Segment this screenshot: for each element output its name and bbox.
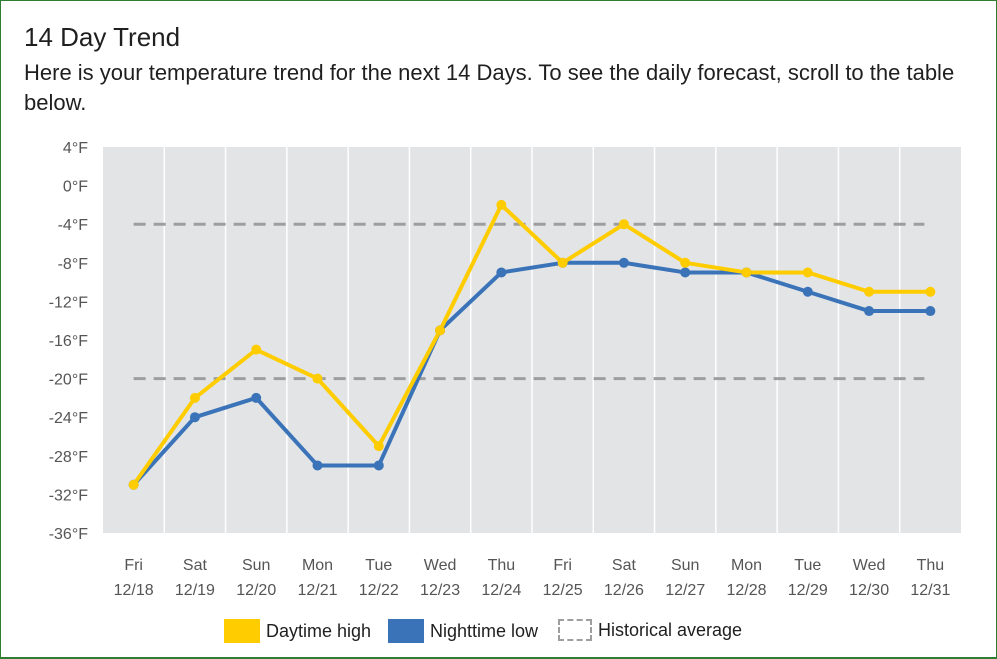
point-nighttime-low (618, 257, 629, 268)
legend-swatch-low (388, 619, 424, 643)
point-daytime-high (864, 286, 875, 297)
x-tick-date: 12/19 (175, 582, 215, 599)
x-tick-date: 12/23 (420, 582, 460, 599)
x-tick-date: 12/28 (726, 582, 766, 599)
point-nighttime-low (189, 412, 200, 423)
legend-label-low: Nighttime low (430, 620, 539, 641)
historical-average-lines (133, 222, 925, 381)
x-tick-day: Thu (917, 557, 945, 574)
series-lines (128, 199, 936, 490)
point-nighttime-low (373, 460, 384, 471)
point-nighttime-low (312, 460, 323, 471)
point-nighttime-low (680, 267, 691, 278)
x-tick-date: 12/31 (910, 582, 950, 599)
point-nighttime-low (251, 392, 262, 403)
point-nighttime-low (925, 306, 936, 317)
point-daytime-high (680, 257, 691, 268)
y-tick-label: 0°F (63, 179, 88, 196)
legend-swatch-high (224, 619, 260, 643)
x-tick-date: 12/27 (665, 582, 705, 599)
point-daytime-high (741, 267, 752, 278)
x-tick-date: 12/30 (849, 582, 889, 599)
point-daytime-high (618, 219, 629, 230)
x-tick-date: 12/22 (359, 582, 399, 599)
point-daytime-high (557, 257, 568, 268)
x-tick-day: Fri (124, 557, 143, 574)
legend-item-historical-average[interactable]: Historical average (558, 619, 742, 641)
point-daytime-high (128, 479, 139, 490)
x-tick-day: Mon (302, 557, 333, 574)
x-tick-day: Sat (183, 557, 208, 574)
x-tick-date: 12/25 (543, 582, 583, 599)
chart-legend: Daytime high Nighttime low Historical av… (0, 619, 997, 647)
point-daytime-high (312, 373, 323, 384)
point-daytime-high (802, 267, 813, 278)
x-tick-day: Thu (488, 557, 516, 574)
legend-label-avg: Historical average (598, 619, 743, 640)
y-tick-label: -32°F (49, 487, 89, 504)
legend-swatch-avg (558, 619, 592, 641)
point-daytime-high (189, 392, 200, 403)
y-tick-label: -28°F (49, 449, 89, 466)
point-daytime-high (435, 325, 446, 336)
legend-item-nighttime-low[interactable]: Nighttime low (388, 619, 538, 643)
y-tick-label: -24°F (49, 410, 89, 427)
x-tick-date: 12/21 (297, 582, 337, 599)
legend-label-high: Daytime high (266, 620, 372, 641)
x-tick-day: Tue (794, 557, 821, 574)
series-line-nighttime-low (131, 260, 933, 487)
point-daytime-high (251, 344, 262, 355)
x-tick-date: 12/29 (788, 582, 828, 599)
chart-subtitle: Here is your temperature trend for the n… (24, 60, 955, 115)
point-nighttime-low (864, 306, 875, 317)
x-tick-day: Sun (242, 557, 270, 574)
y-tick-label: -20°F (49, 372, 89, 389)
x-tick-day: Tue (365, 557, 392, 574)
series-line-daytime-high (131, 202, 933, 487)
point-nighttime-low (496, 267, 507, 278)
y-tick-label: -8°F (58, 256, 89, 273)
grid-lines (163, 147, 901, 533)
y-tick-label: -12°F (49, 294, 89, 311)
x-tick-day: Mon (731, 557, 762, 574)
x-axis-ticks: Fri 12/18 Sat 12/19 Sun 12/20 Mon 12/21 Tue 12/22… (114, 557, 951, 599)
legend-item-daytime-high[interactable]: Daytime high (224, 619, 371, 643)
point-nighttime-low (802, 286, 813, 297)
point-daytime-high (925, 286, 936, 297)
x-tick-day: Fri (553, 557, 572, 574)
x-tick-day: Sat (612, 557, 637, 574)
y-tick-label: 4°F (63, 140, 88, 157)
x-tick-date: 12/18 (114, 582, 154, 599)
y-tick-label: -4°F (58, 217, 89, 234)
x-tick-date: 12/24 (481, 582, 521, 599)
x-tick-day: Wed (853, 557, 886, 574)
x-tick-day: Wed (424, 557, 457, 574)
x-tick-date: 12/26 (604, 582, 644, 599)
x-tick-date: 12/20 (236, 582, 276, 599)
point-daytime-high (496, 199, 507, 210)
point-daytime-high (373, 441, 384, 452)
y-tick-label: -36°F (49, 526, 89, 543)
y-tick-label: -16°F (49, 333, 89, 350)
x-tick-day: Sun (671, 557, 699, 574)
chart-title: 14 Day Trend (24, 22, 181, 52)
y-axis-ticks: 4°F 0°F -4°F -8°F -12°F -16°F -20°F -24°F -28°F -… (49, 140, 89, 543)
